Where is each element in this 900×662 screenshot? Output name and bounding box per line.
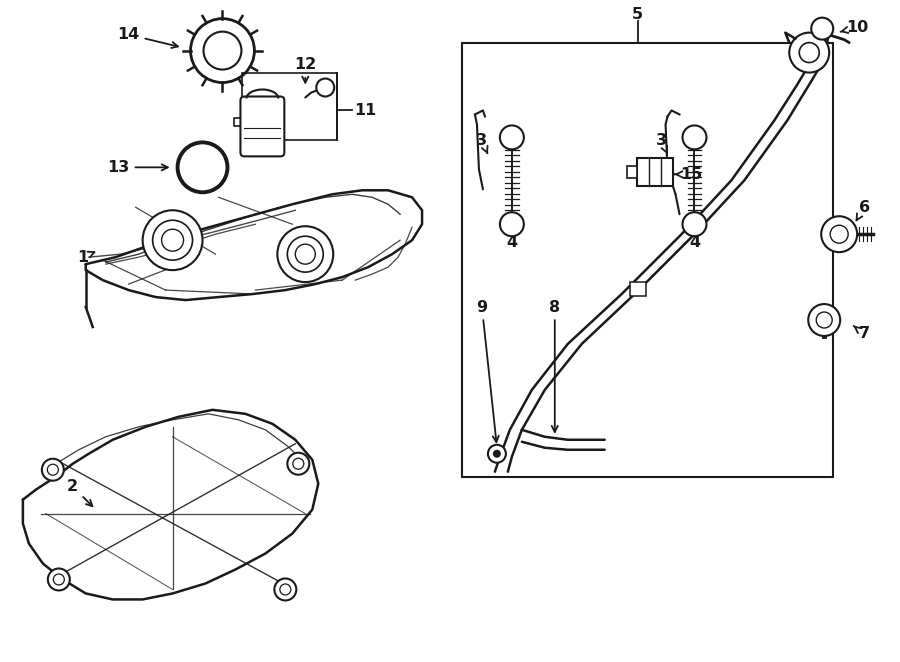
FancyBboxPatch shape	[240, 97, 284, 156]
Circle shape	[191, 19, 255, 83]
Text: 6: 6	[857, 200, 869, 220]
Text: 11: 11	[354, 103, 376, 118]
Text: 5: 5	[632, 7, 644, 22]
Circle shape	[682, 213, 707, 236]
Circle shape	[493, 449, 501, 457]
Bar	[242, 73, 338, 140]
Circle shape	[177, 142, 228, 192]
Bar	[626, 166, 636, 178]
Text: 12: 12	[294, 57, 317, 83]
Circle shape	[203, 32, 241, 70]
Circle shape	[821, 216, 857, 252]
Text: 3: 3	[476, 133, 488, 154]
Circle shape	[682, 125, 707, 150]
Polygon shape	[22, 410, 319, 599]
Circle shape	[274, 579, 296, 600]
Circle shape	[488, 445, 506, 463]
Text: 13: 13	[108, 160, 167, 175]
Text: 1: 1	[77, 250, 94, 265]
Circle shape	[277, 226, 333, 282]
Text: 4: 4	[507, 215, 517, 250]
Bar	[630, 282, 645, 296]
Text: 8: 8	[549, 299, 561, 432]
Text: 7: 7	[853, 326, 869, 342]
Text: 9: 9	[476, 299, 499, 442]
Circle shape	[42, 459, 64, 481]
Circle shape	[500, 125, 524, 150]
Text: 15: 15	[675, 167, 703, 182]
Text: 4: 4	[688, 215, 700, 250]
Circle shape	[316, 79, 334, 97]
Circle shape	[142, 211, 202, 270]
Circle shape	[287, 453, 310, 475]
Bar	[462, 42, 833, 477]
Polygon shape	[86, 190, 422, 300]
Text: 3: 3	[656, 133, 667, 154]
Bar	[636, 158, 672, 186]
Circle shape	[500, 213, 524, 236]
Circle shape	[808, 304, 841, 336]
Text: 10: 10	[841, 20, 868, 35]
Circle shape	[789, 32, 829, 73]
Text: 14: 14	[118, 27, 178, 48]
Text: 2: 2	[68, 479, 93, 506]
Circle shape	[811, 18, 833, 40]
Circle shape	[48, 569, 70, 591]
